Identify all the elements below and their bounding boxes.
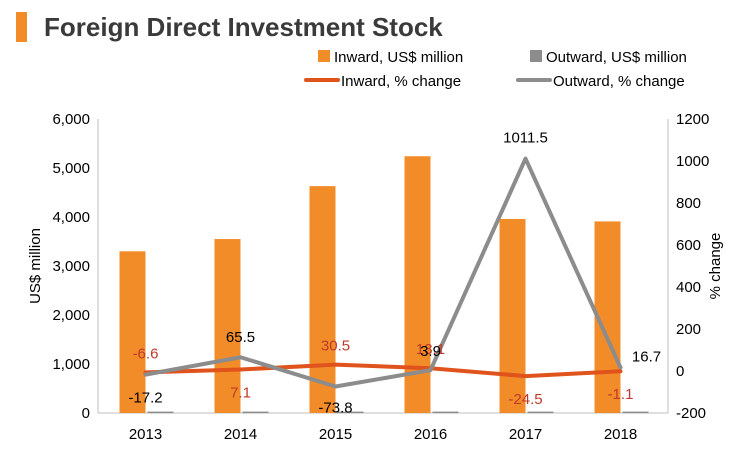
bar-inward <box>499 218 526 413</box>
data-label-outward-pct: -17.2 <box>128 390 162 407</box>
y-right-tick-label: -200 <box>676 405 706 422</box>
y-right-tick-label: 0 <box>676 363 684 380</box>
legend-item-inward-pct-label: Inward, % change <box>341 73 461 90</box>
y-right-tick-label: 1000 <box>676 153 709 170</box>
x-tick-label: 2017 <box>509 426 542 443</box>
x-tick-label: 2016 <box>414 426 447 443</box>
bar-inward <box>214 239 241 413</box>
legend-item-outward-usd-label: Outward, US$ million <box>546 49 687 66</box>
y-right-tick-label: 600 <box>676 237 701 254</box>
bar-outward <box>527 411 554 414</box>
data-label-inward-pct: -24.5 <box>508 391 542 408</box>
title-accent-bar <box>16 12 27 42</box>
plot-area: 0 1,000 2,000 3,000 4,000 5,000 6,000 -200 0 200 4… <box>27 111 724 443</box>
data-label-inward-pct: -6.6 <box>133 345 159 362</box>
data-label-inward-pct: 13.1 <box>416 341 445 358</box>
data-label-outward-pct: 1011.5 <box>503 130 548 147</box>
y-left-tick-label: 1,000 <box>52 356 90 373</box>
y-right-tick-label: 200 <box>676 321 701 338</box>
legend-item-outward-usd-swatch <box>530 50 542 62</box>
bar-outward <box>242 411 269 414</box>
legend-item-outward-pct-label: Outward, % change <box>553 73 685 90</box>
y-left-tick-label: 6,000 <box>52 111 90 128</box>
chart-title: Foreign Direct Investment Stock <box>44 12 443 42</box>
y-axis-right-title: % change <box>707 233 724 300</box>
line-outward-pct <box>143 156 623 389</box>
legend: Inward, US$ million Outward, US$ million I… <box>304 49 687 90</box>
line-inward-pct <box>143 362 623 379</box>
data-label-inward-pct: 30.5 <box>321 338 350 355</box>
y-left-tick-label: 4,000 <box>52 209 90 226</box>
bar-inward <box>119 251 146 413</box>
y-left-tick-label: 2,000 <box>52 307 90 324</box>
legend-item-inward-usd-swatch <box>318 50 330 62</box>
data-label-outward-pct: 16.7 <box>632 348 661 365</box>
x-tick-label: 2015 <box>319 426 352 443</box>
legend-item-inward-usd-label: Inward, US$ million <box>334 49 463 66</box>
bar-inward <box>309 186 336 413</box>
x-tick-label: 2014 <box>224 426 257 443</box>
y-right-tick-label: 1200 <box>676 111 709 128</box>
data-label-outward-pct: 3.9 <box>420 343 441 360</box>
y-axis-left-title: US$ million <box>27 228 44 304</box>
x-tick-label: 2018 <box>604 426 637 443</box>
y-left-tick-label: 0 <box>82 405 90 422</box>
bar-outward <box>622 411 649 414</box>
y-right-tick-label: 400 <box>676 279 701 296</box>
x-tick-label: 2013 <box>129 426 162 443</box>
y-left-tick-label: 5,000 <box>52 160 90 177</box>
bar-outward <box>147 411 174 414</box>
data-label-outward-pct: -73.8 <box>318 399 352 416</box>
data-label-outward-pct: 65.5 <box>226 329 255 346</box>
data-label-inward-pct: 7.1 <box>230 385 251 402</box>
bar-outward <box>432 411 459 414</box>
data-label-inward-pct: -1.1 <box>608 386 634 403</box>
y-left-tick-label: 3,000 <box>52 258 90 275</box>
y-right-tick-label: 800 <box>676 195 701 212</box>
bar-outward <box>337 411 364 414</box>
